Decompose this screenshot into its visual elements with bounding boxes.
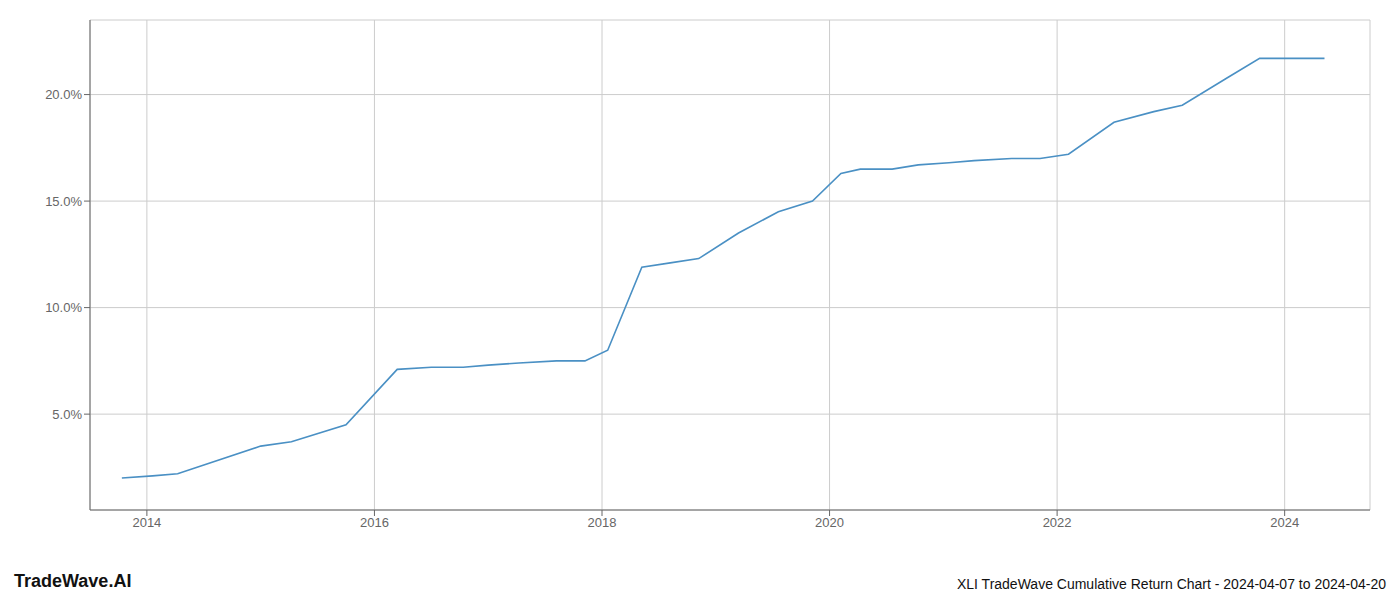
svg-text:2014: 2014 (132, 515, 161, 530)
svg-text:2016: 2016 (360, 515, 389, 530)
svg-text:5.0%: 5.0% (52, 407, 82, 422)
svg-text:2018: 2018 (588, 515, 617, 530)
svg-text:15.0%: 15.0% (45, 194, 82, 209)
svg-text:2020: 2020 (815, 515, 844, 530)
svg-text:20.0%: 20.0% (45, 87, 82, 102)
svg-text:10.0%: 10.0% (45, 300, 82, 315)
html-text:XLI TradeWave Cumulative Retur: XLI TradeWave Cumulative Return Chart - … (957, 576, 1386, 592)
html-text:TradeWave.AI: TradeWave.AI (14, 571, 132, 591)
svg-text:2022: 2022 (1043, 515, 1072, 530)
svg-text:2024: 2024 (1270, 515, 1299, 530)
